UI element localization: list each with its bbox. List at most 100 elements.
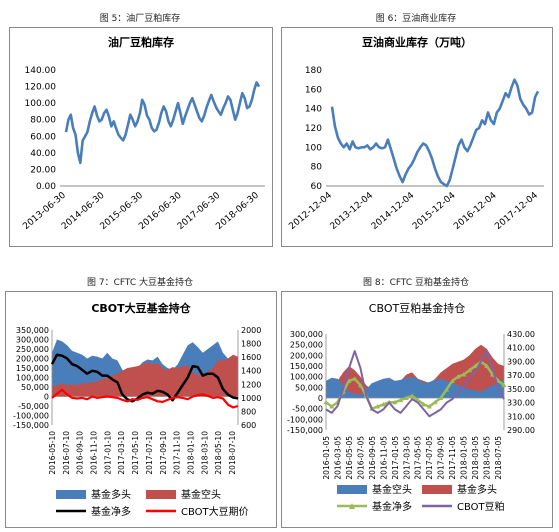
net-long-marker [375,404,381,409]
x-tick-label: 2017-07-05 [425,436,434,480]
net-long-marker [352,376,358,381]
x-tick-label: 2017-11-10 [173,431,182,475]
net-long-marker [357,382,363,388]
net-long-marker [409,393,415,398]
y-tick-label: 180 [305,66,322,76]
x-tick-label: 2016-09-05 [368,436,377,480]
series-line [64,81,261,165]
legend-swatch [56,490,86,499]
net-long-marker [472,363,478,368]
x-tick-label: 2016-05-10 [48,431,57,475]
y-tick-label: 0.00 [36,182,56,192]
x-tick-label: 2017-03-10 [117,431,126,475]
x-tick-label: 2012-12-04 [287,190,334,231]
y-right-tick-label: 310.00 [507,412,535,421]
y-left-tick-label: 300,000 [290,330,323,339]
y-tick-label: 140 [305,105,322,115]
y-left-tick-label: -150,000 [13,421,49,430]
y-right-tick-label: 1000 [241,394,261,403]
y-left-tick-label: 300,000 [16,336,49,345]
x-tick-label: 2016-12-04 [452,190,499,231]
net-long-marker [432,399,438,405]
x-tick-label: 2018-07-05 [494,436,503,480]
chart-oil-inventory: 豆油商业库存（万吨） 60 80 100 120 140 160 180 2012-12-04 2… [281,27,553,247]
chart-meal-cftc: CBOT豆粕基金持仓 300,000 250,000 200,000 150,000 10… [281,291,553,528]
y-tick-label: 20.00 [30,165,56,175]
net-long-line [50,353,239,403]
y-tick-label: 120 [305,124,322,134]
x-tick-label: 2016-07-05 [356,436,365,480]
legend-swatch [337,485,367,494]
x-tick-label: 2018-06-30 [214,190,261,231]
y-left-tick-label: 250,000 [16,345,49,354]
x-tick-label: 2016-05-05 [345,436,354,480]
short-position-area [52,354,238,397]
y-tick-label: 40.00 [30,149,56,159]
chart-meal-inventory-svg: 油厂豆粕库存 0.00 20.00 40.00 60.00 80.00 100.00 120.… [21,35,265,232]
y-left-tick-label: -150,000 [287,426,323,435]
price-line [325,350,505,418]
legend-label: CBOT豆粕 [457,500,505,513]
x-tick-label: 2015-12-04 [411,190,458,231]
net-long-marker [380,401,386,407]
chart-title: CBOT大豆基金持仓 [91,301,191,315]
y-right-tick-label: 330.00 [507,399,535,408]
caption-fig5: 图 5：油厂豆粕库存 [99,14,181,24]
x-tick-label: 2017-09-05 [437,436,446,480]
x-tick-label: 2017-09-10 [159,431,168,475]
legend-swatch [422,485,452,494]
net-long-marker [444,386,450,392]
chart-meal-inventory: 油厂豆粕库存 0.00 20.00 40.00 60.00 80.00 100.00 120.… [9,27,273,247]
net-long-marker [455,374,461,379]
y-left-tick-label: -100,000 [287,415,323,424]
y-right-tick-label: 290.00 [507,426,535,435]
y-left-tick-label: -100,000 [13,412,49,421]
y-tick-label: 100.00 [25,99,57,109]
net-long-marker [449,378,455,383]
y-right-tick-label: 370.00 [507,371,535,380]
y-tick-label: 100 [305,143,322,153]
x-tick-label: 2017-01-05 [391,436,400,480]
legend-label: CBOT大豆期价 [181,505,249,518]
y-right-tick-label: 1800 [241,340,261,349]
y-right-tick-label: 1600 [241,353,261,362]
x-tick-label: 2018-03-10 [200,431,209,475]
y-left-tick-label: 150,000 [16,364,49,373]
y-tick-label: 140.00 [25,66,57,76]
y-left-tick-label: 0 [44,393,49,402]
legend-swatch [146,490,176,499]
y-tick-label: 120.00 [25,83,57,93]
x-tick-label: 2014-12-04 [370,190,417,231]
legend-label: 基金净多 [91,505,131,518]
price-line [51,388,239,409]
y-right-tick-label: 430.00 [507,330,535,339]
caption-fig8: 图 8：CFTC 豆粕基金持仓 [362,278,469,288]
y-left-tick-label: 0 [318,394,323,403]
chart-oil-inventory-svg: 豆油商业库存（万吨）60801001201401601802012-12-042… [287,35,544,232]
y-left-tick-label: 100,000 [290,373,323,382]
short-position-area [326,376,504,398]
y-left-tick-label: 200,000 [290,351,323,360]
long-position-area [326,344,504,398]
x-tick-label: 2018-01-05 [460,436,469,480]
net-long-marker [501,382,507,388]
y-left-tick-label: 50,000 [21,383,49,392]
y-right-tick-label: 390.00 [507,357,535,366]
net-long-marker [392,399,398,405]
legend-label: 基金净多 [372,500,412,513]
net-long-marker [346,378,352,383]
y-tick-label: 160 [305,85,322,95]
legend-label: 基金多头 [457,483,497,496]
y-tick-label: 60 [311,182,323,192]
x-tick-label: 2017-01-10 [103,431,112,475]
x-tick-label: 2016-11-10 [90,431,99,475]
x-tick-label: 2016-01-05 [322,436,331,480]
chart-title: 油厂豆粕库存 [108,35,174,49]
x-tick-label: 2018-03-05 [471,436,480,480]
caption-fig7: 图 7：CFTC 大豆基金持仓 [86,278,193,288]
net-long-marker [461,372,467,377]
x-tick-label: 2017-12-04 [493,190,540,231]
x-tick-label: 2017-05-05 [414,436,423,480]
x-tick-label: 2016-03-05 [333,436,342,480]
